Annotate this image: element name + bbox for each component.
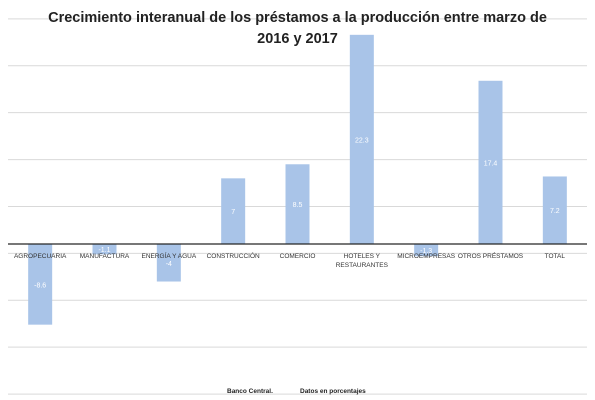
x-tick-label: HOTELES Y xyxy=(344,253,381,260)
bar-value-label: -1.1 xyxy=(98,247,110,254)
x-tick-label: MICROEMPRESAS xyxy=(397,253,455,260)
bar-value-label: 17.4 xyxy=(484,160,498,167)
bar-value-label: -8.6 xyxy=(34,282,46,289)
bar-value-label: 8.5 xyxy=(293,202,303,209)
x-tick-label: TOTAL xyxy=(545,253,566,260)
x-tick-label: ENERGÍA Y AGUA xyxy=(141,251,196,260)
bar xyxy=(156,244,181,282)
units-note: Datos en porcentajes xyxy=(300,388,366,395)
bar xyxy=(542,176,567,244)
bar xyxy=(349,34,374,244)
bar xyxy=(285,164,310,244)
x-tick-label: AGROPECUARIA xyxy=(14,253,67,260)
bar xyxy=(478,80,503,245)
chart-title: Crecimiento interanual de los préstamos … xyxy=(48,10,547,47)
source-note: Banco Central. xyxy=(227,388,273,395)
bar-value-label: 7.2 xyxy=(550,208,560,215)
bar xyxy=(414,244,439,257)
bar-value-label: -4 xyxy=(166,261,172,268)
chart-footer: Banco Central. Datos en porcentajes xyxy=(0,388,595,400)
x-tick-label: OTROS PRÉSTAMOS xyxy=(458,251,524,260)
bar xyxy=(28,244,53,325)
bar xyxy=(221,178,246,244)
bar xyxy=(92,244,117,255)
bar-value-label: 22.3 xyxy=(355,137,369,144)
bar-value-label: -1.3 xyxy=(420,248,432,255)
x-tick-label: MANUFACTURA xyxy=(80,253,130,260)
x-tick-label: COMERCIO xyxy=(280,253,316,260)
x-tick-label: RESTAURANTES xyxy=(336,262,389,269)
x-tick-label: CONSTRUCCIÓN xyxy=(207,251,260,260)
bar-value-label: 7 xyxy=(231,209,235,216)
